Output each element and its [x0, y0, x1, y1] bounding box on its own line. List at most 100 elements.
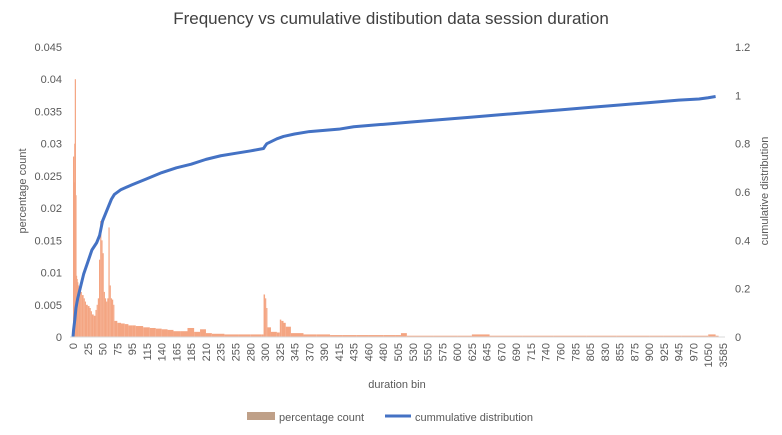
x-tick-label: 390: [319, 343, 331, 361]
bar-percentage-count: [383, 335, 396, 337]
y-axis-right-title: cumulative distribution: [759, 137, 771, 246]
bar-percentage-count: [109, 285, 111, 337]
y-left-tick-label: 0: [56, 332, 62, 344]
x-tick-label: 0: [68, 343, 80, 349]
bar-percentage-count: [97, 298, 100, 337]
bar-percentage-count: [553, 335, 587, 337]
bar-percentage-count: [107, 298, 109, 337]
bar-percentage-count: [205, 333, 212, 337]
bar-series: [73, 79, 719, 337]
bar-percentage-count: [285, 326, 291, 337]
bar-percentage-count: [80, 291, 82, 337]
y-right-tick-label: 1.2: [735, 42, 750, 54]
y-right-tick-label: 1: [735, 90, 741, 102]
bar-percentage-count: [117, 322, 122, 337]
bar-percentage-count: [124, 324, 129, 337]
x-tick-label: 345: [290, 343, 302, 361]
bar-percentage-count: [265, 298, 267, 337]
bar-percentage-count: [330, 335, 343, 337]
bar-percentage-count: [368, 335, 384, 337]
y-left-tick-label: 0.005: [34, 300, 62, 312]
x-tick-label: 370: [304, 343, 316, 361]
x-tick-label: 3585: [718, 343, 730, 367]
bar-percentage-count: [100, 221, 102, 337]
bar-percentage-count: [99, 259, 101, 337]
x-tick-label: 740: [541, 343, 553, 361]
x-tick-label: 75: [112, 343, 124, 355]
bar-percentage-count: [167, 329, 174, 337]
x-tick-label: 415: [334, 343, 346, 361]
x-tick-label: 805: [585, 343, 597, 361]
bar-percentage-count: [110, 298, 113, 337]
bar-percentage-count: [586, 335, 617, 337]
bar-percentage-count: [395, 335, 401, 337]
legend-label-cumulative: cummulative distribution: [415, 412, 533, 424]
bar-percentage-count: [433, 335, 458, 337]
x-tick-label: 300: [260, 343, 272, 361]
bar-percentage-count: [90, 311, 92, 337]
bar-percentage-count: [75, 195, 77, 337]
bar-percentage-count: [77, 285, 79, 337]
chart-title: Frequency vs cumulative distibution data…: [173, 9, 609, 28]
bar-percentage-count: [143, 327, 150, 337]
bar-percentage-count: [250, 334, 262, 337]
y-left-tick-label: 0.01: [41, 268, 62, 280]
bar-percentage-count: [267, 327, 271, 337]
bar-percentage-count: [83, 298, 85, 337]
legend-label-percentage-count: percentage count: [279, 412, 364, 424]
x-tick-label: 435: [349, 343, 361, 361]
bar-percentage-count: [89, 308, 91, 337]
y-right-tick-label: 0.4: [735, 235, 750, 247]
bar-percentage-count: [279, 319, 282, 337]
bar-percentage-count: [96, 304, 98, 337]
x-tick-label: 550: [423, 343, 435, 361]
x-tick-label: 530: [408, 343, 420, 361]
y-left-tick-label: 0.015: [34, 235, 62, 247]
x-tick-label: 760: [556, 343, 568, 361]
x-tick-label: 50: [98, 343, 110, 355]
x-tick-label: 115: [142, 343, 154, 361]
y-left-tick-label: 0.035: [34, 106, 62, 118]
y-left-tick-label: 0.045: [34, 42, 62, 54]
y-left-tick-label: 0.03: [41, 139, 62, 151]
legend: percentage count cummulative distributio…: [247, 412, 533, 424]
bar-percentage-count: [211, 333, 225, 337]
y-left-tick-label: 0.04: [41, 74, 62, 86]
bar-percentage-count: [93, 315, 96, 337]
bar-percentage-count: [78, 288, 81, 337]
bar-percentage-count: [81, 295, 84, 337]
x-tick-label: 140: [157, 343, 169, 361]
bar-percentage-count: [400, 333, 407, 337]
x-tick-label: 25: [83, 343, 95, 355]
bar-percentage-count: [87, 306, 90, 337]
bar-percentage-count: [303, 334, 317, 337]
x-tick-label: 185: [186, 343, 198, 361]
bar-percentage-count: [263, 294, 266, 337]
x-tick-label: 210: [201, 343, 213, 361]
y-right-tick-label: 0: [735, 332, 741, 344]
x-tick-label: 505: [393, 343, 405, 361]
y-right-tick-label: 0.2: [735, 284, 750, 296]
bar-percentage-count: [104, 298, 107, 337]
bar-percentage-count: [155, 328, 162, 337]
bar-percentage-count: [86, 304, 88, 337]
bar-percentage-count: [224, 334, 239, 337]
bar-percentage-count: [270, 331, 277, 337]
y-axis-right-ticks: 0 0.2 0.4 0.6 0.8 1 1.2: [735, 42, 750, 344]
y-right-tick-label: 0.8: [735, 139, 750, 151]
bar-percentage-count: [101, 240, 103, 337]
bar-percentage-count: [103, 291, 105, 337]
line-cumulative-distribution: [71, 95, 716, 338]
line-series: [71, 95, 716, 338]
x-tick-label: 645: [482, 343, 494, 361]
x-tick-label: 235: [216, 343, 228, 361]
x-tick-label: 945: [674, 343, 686, 361]
x-tick-label: 690: [511, 343, 523, 361]
x-tick-label: 575: [437, 343, 449, 361]
bar-percentage-count: [663, 335, 682, 337]
bar-percentage-count: [283, 322, 286, 337]
bar-percentage-count: [316, 334, 331, 337]
bar-percentage-count: [489, 335, 523, 337]
x-tick-label: 165: [171, 343, 183, 361]
x-tick-label: 480: [378, 343, 390, 361]
